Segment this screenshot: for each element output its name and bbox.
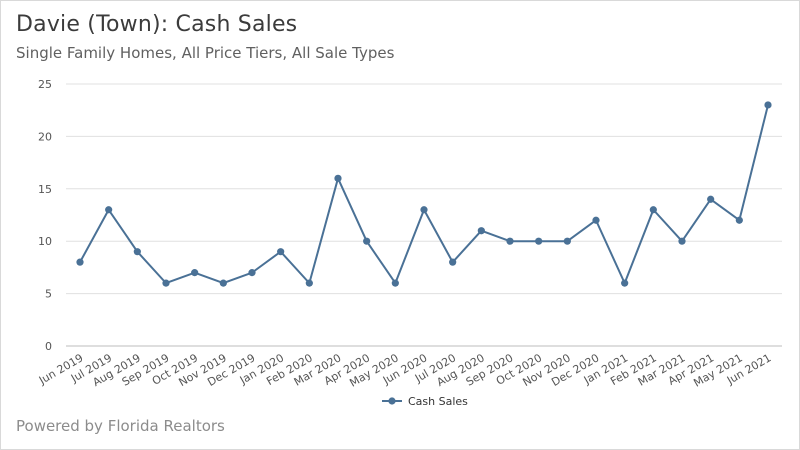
legend[interactable]: Cash Sales (382, 395, 468, 408)
data-point[interactable] (506, 237, 514, 245)
chart-subtitle: Single Family Homes, All Price Tiers, Al… (16, 44, 395, 62)
data-point[interactable] (305, 279, 313, 287)
data-point[interactable] (649, 206, 657, 214)
data-point[interactable] (363, 237, 371, 245)
data-point[interactable] (105, 206, 113, 214)
y-tick-label: 0 (45, 340, 52, 353)
data-point[interactable] (764, 101, 772, 109)
data-point[interactable] (420, 206, 428, 214)
gridlines (66, 83, 782, 347)
data-point[interactable] (248, 269, 256, 277)
data-point[interactable] (678, 237, 686, 245)
data-point[interactable] (76, 258, 84, 266)
data-point[interactable] (162, 279, 170, 287)
data-point[interactable] (191, 269, 199, 277)
data-point[interactable] (735, 216, 743, 224)
data-point[interactable] (133, 248, 141, 256)
data-point[interactable] (219, 279, 227, 287)
data-point[interactable] (592, 216, 600, 224)
y-tick-label: 10 (38, 235, 52, 248)
data-point[interactable] (535, 237, 543, 245)
data-point[interactable] (449, 258, 457, 266)
y-tick-label: 5 (45, 288, 52, 301)
legend-dot-marker (388, 397, 396, 405)
data-point[interactable] (621, 279, 629, 287)
y-axis-ticks: 0 5 10 15 20 25 (38, 78, 52, 353)
data-point[interactable] (477, 227, 485, 235)
data-point[interactable] (707, 195, 715, 203)
y-tick-label: 15 (38, 183, 52, 196)
powered-by-footer: Powered by Florida Realtors (16, 417, 225, 435)
chart-title: Davie (Town): Cash Sales (16, 12, 298, 37)
series-cash-sales (76, 101, 772, 287)
y-tick-label: 20 (38, 130, 52, 143)
data-point[interactable] (391, 279, 399, 287)
legend-label-cash-sales: Cash Sales (408, 395, 468, 408)
data-point[interactable] (334, 174, 342, 182)
y-tick-label: 25 (38, 78, 52, 91)
series-line-cash-sales (79, 104, 769, 285)
data-point[interactable] (277, 248, 285, 256)
data-point[interactable] (563, 237, 571, 245)
